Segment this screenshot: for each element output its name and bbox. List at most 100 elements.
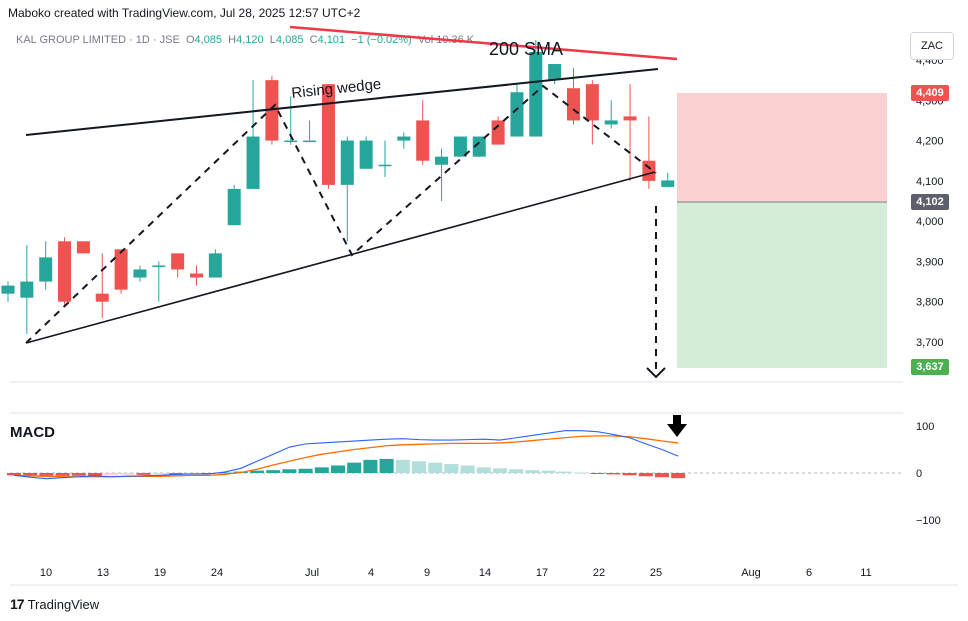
macd-histogram-bar (266, 470, 281, 473)
candle-body (227, 188, 241, 226)
macd-histogram-bar (347, 462, 362, 473)
target-price-badge: 3,637 (911, 359, 949, 375)
wedge-lower-line (25, 171, 656, 344)
chart-header: Maboko created with TradingView.com, Jul… (8, 6, 361, 20)
price-tick-label: 4,100 (916, 176, 944, 188)
macd-histogram-bar (104, 473, 119, 476)
macd-histogram-bar (638, 473, 653, 477)
low-value: 4,085 (275, 34, 304, 46)
candle-body (321, 84, 335, 185)
candle-body (585, 84, 599, 121)
candle-body (133, 269, 147, 278)
low-label: L (269, 34, 276, 46)
macd-histogram-bar (671, 473, 686, 479)
sma-200-line (289, 25, 678, 61)
macd-histogram-bar (314, 467, 329, 473)
high-label: H (228, 34, 237, 46)
time-tick-label: 24 (211, 567, 223, 579)
candle-body (20, 281, 34, 298)
candle-body (39, 257, 53, 282)
candle-body (529, 51, 543, 137)
macd-histogram-bar (298, 468, 313, 473)
current-price-badge: 4,102 (911, 194, 949, 210)
macd-histogram-bar (55, 473, 70, 476)
macd-histogram-bar (525, 470, 540, 473)
macd-histogram-bar (509, 469, 524, 473)
price-tick-label: 4,000 (916, 216, 944, 228)
candle-body (453, 136, 467, 157)
macd-histogram-bar (120, 473, 135, 475)
close-label: C (309, 34, 318, 46)
macd-histogram-bar (152, 473, 167, 475)
candle-body (548, 64, 562, 81)
macd-histogram-bar (428, 462, 443, 473)
time-tick-label: 22 (593, 567, 605, 579)
tradingview-logo-icon: 17 (10, 596, 25, 612)
candle-body (152, 265, 166, 267)
price-tick-label: 4,200 (916, 136, 944, 148)
candle-body (397, 136, 411, 141)
candle-body (378, 164, 392, 167)
price-tick-label: 3,900 (916, 256, 944, 268)
time-tick-label: 14 (479, 567, 491, 579)
price-tick-label: 3,800 (916, 297, 944, 309)
macd-histogram-bar (88, 473, 102, 476)
macd-histogram-bar (71, 473, 86, 476)
symbol-name: KAL GROUP LIMITED · 1D · JSE (16, 34, 180, 46)
candle-body (642, 160, 656, 181)
take-profit-zone (677, 202, 887, 368)
time-tick-label: Aug (741, 567, 761, 579)
macd-histogram-bar (7, 473, 21, 476)
macd-title: MACD (10, 424, 55, 441)
currency-button[interactable]: ZAC (910, 32, 954, 60)
macd-histogram-bar (331, 465, 345, 473)
macd-histogram-bar (557, 471, 572, 473)
macd-histogram-bar (655, 473, 669, 478)
candle-body (510, 92, 524, 137)
macd-line (13, 430, 679, 480)
time-axis: 10 13 19 24 Jul 4 9 14 17 22 25 Aug 6 11 (40, 567, 872, 579)
candle-body (303, 140, 317, 143)
macd-histogram-bar (136, 473, 151, 475)
wedge-annotation: Rising wedge (291, 76, 382, 102)
macd-histogram-bar (363, 459, 378, 473)
macd-histogram-bar (412, 461, 426, 473)
candle-body (661, 180, 675, 187)
macd-axis: 100 0 −100 (916, 421, 941, 527)
macd-tick-label: 100 (916, 421, 934, 433)
macd-histogram-bar (493, 468, 507, 473)
candle-body (435, 156, 449, 165)
stop-loss-zone (677, 93, 887, 202)
price-tick-label: 3,700 (916, 337, 944, 349)
candle-body (604, 120, 618, 125)
candle-body (491, 120, 505, 145)
sma-annotation: 200 SMA (489, 39, 563, 59)
candle-body (246, 136, 260, 189)
ohlc-legend: KAL GROUP LIMITED · 1D · JSE O4,085 H4,1… (16, 34, 474, 46)
candles-layer (1, 39, 675, 334)
candle-body (76, 241, 90, 254)
close-value: 4,101 (317, 34, 346, 46)
macd-arrow-icon (667, 424, 687, 437)
macd-histogram-bar (23, 473, 38, 476)
candle-body (95, 293, 109, 302)
macd-histogram-bar (606, 473, 621, 475)
candle-body (359, 140, 373, 169)
time-tick-label: 6 (806, 567, 812, 579)
macd-histogram-bar (395, 459, 410, 473)
candle-body (58, 241, 72, 302)
candle-body (208, 253, 222, 278)
candle-body (265, 80, 279, 141)
open-value: 4,085 (194, 34, 223, 46)
candle-body (284, 140, 298, 143)
macd-histogram-bar (622, 473, 637, 476)
macd-tick-label: −100 (916, 515, 941, 527)
macd-histogram-bar (282, 469, 297, 473)
time-tick-label: 11 (860, 567, 871, 579)
time-tick-label: 10 (40, 567, 52, 579)
open-label: O (185, 34, 195, 46)
macd-layer (7, 430, 686, 480)
macd-histogram-bar (169, 473, 183, 475)
